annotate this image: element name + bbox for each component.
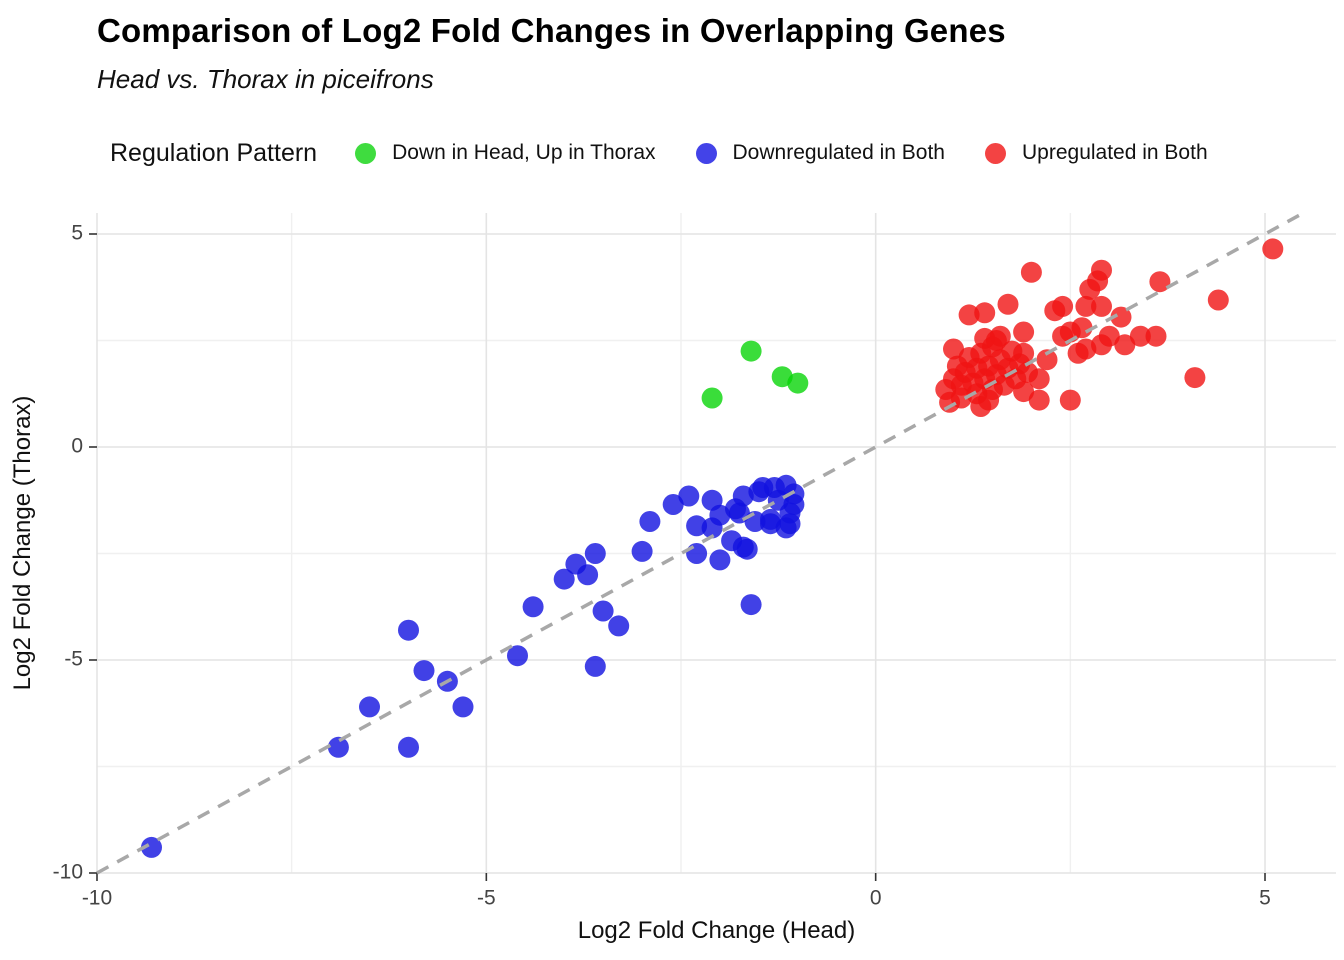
legend: Regulation Pattern Down in Head, Up in T… (110, 132, 1248, 174)
scatter-point (584, 655, 606, 677)
scatter-point (1091, 334, 1112, 356)
scatter-point (1036, 349, 1058, 371)
scatter-point (522, 596, 544, 618)
scatter-point (141, 836, 162, 858)
scatter-point (662, 494, 684, 515)
scatter-point (1020, 261, 1042, 283)
scatter-point (974, 302, 996, 324)
scatter-point (740, 594, 762, 616)
y-axis-title: Log2 Fold Change (Thorax) (9, 396, 36, 691)
scatter-point (1114, 334, 1136, 356)
scatter-point (1044, 300, 1066, 322)
scatter-point (1079, 278, 1101, 300)
scatter-point (958, 304, 980, 326)
scatter-point (1017, 361, 1038, 383)
scatter-point (565, 553, 587, 575)
scatter-point (686, 543, 708, 564)
identity-line (96, 211, 1305, 875)
scatter-point (413, 660, 435, 682)
blue-dot-icon (695, 142, 717, 164)
scatter-point (1013, 381, 1035, 403)
scatter-point (1028, 389, 1050, 411)
chart-title: Comparison of Log2 Fold Changes in Overl… (97, 12, 1006, 49)
scatter-point (943, 338, 964, 360)
scatter-point (452, 696, 474, 718)
scatter-point (608, 615, 630, 637)
scatter-point (1075, 295, 1097, 317)
scatter-point (783, 483, 805, 505)
legend-item-label: Downregulated in Both (732, 141, 945, 164)
scatter-point (686, 515, 708, 537)
scatter-point (1091, 295, 1112, 317)
scatter-point (709, 549, 731, 571)
scatter-point (592, 600, 614, 622)
y-tick-label: -10 (53, 861, 83, 884)
scatter-point (760, 508, 781, 530)
scatter-point (701, 387, 723, 409)
scatter-point (1013, 321, 1035, 343)
scatter-point (507, 645, 528, 667)
y-tick-label: 5 (71, 222, 83, 245)
scatter-point (1110, 306, 1132, 328)
scatter-point (1149, 271, 1171, 293)
scatter-point (701, 517, 723, 539)
legend-item-downregulated-both: Downregulated in Both (695, 141, 945, 165)
scatter-point (787, 372, 809, 394)
scatter-point (327, 736, 349, 758)
scatter-point (553, 568, 575, 590)
scatter-point (1145, 325, 1167, 347)
scatter-point (1262, 238, 1284, 260)
scatter-point (359, 696, 380, 718)
y-tick-label: 0 (71, 435, 83, 458)
red-dot-icon (985, 142, 1006, 164)
scatter-point (997, 293, 1019, 315)
legend-item-upregulated-both: Upregulated in Both (985, 141, 1208, 165)
scatter-point (1207, 289, 1229, 311)
chart-subtitle: Head vs. Thorax in piceifrons (97, 64, 434, 94)
legend-item-label: Upregulated in Both (1022, 141, 1208, 164)
x-tick-label: -10 (82, 887, 112, 910)
scatter-point (639, 511, 661, 532)
x-tick-label: 5 (1259, 887, 1271, 910)
scatter-point (1071, 317, 1093, 339)
scatter-point (740, 340, 762, 362)
scatter-point (736, 538, 758, 560)
scatter-point (398, 619, 419, 641)
scatter-point (775, 517, 797, 539)
legend-item-label: Down in Head, Up in Thorax (392, 141, 656, 164)
scatter-point (584, 543, 606, 564)
scatter-point (985, 330, 1007, 351)
x-axis-title: Log2 Fold Change (Head) (578, 917, 856, 944)
scatter-point (1059, 389, 1081, 411)
scatter-point (631, 540, 653, 562)
x-tick-label: -5 (477, 887, 496, 910)
legend-title: Regulation Pattern (110, 138, 318, 167)
scatter-point (398, 736, 419, 758)
scatter-point (1129, 325, 1151, 347)
y-tick-label: -5 (64, 648, 83, 671)
scatter-point (678, 485, 700, 507)
scatter-point (1184, 367, 1206, 389)
green-dot-icon (355, 142, 377, 164)
legend-item-down-head-up-thorax: Down in Head, Up in Thorax (355, 141, 656, 165)
x-tick-label: 0 (870, 887, 882, 910)
